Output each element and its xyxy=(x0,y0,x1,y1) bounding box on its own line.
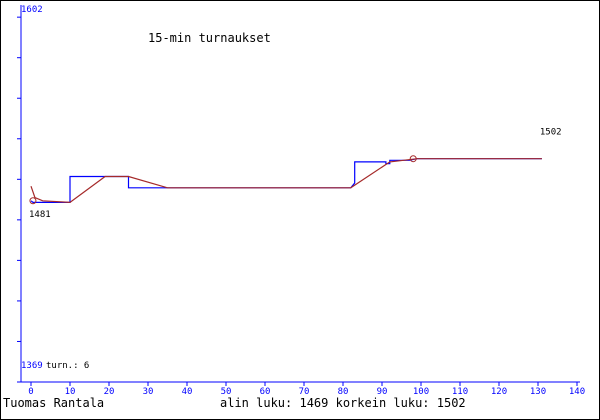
x-tick-label: 120 xyxy=(491,387,507,397)
x-tick-label: 60 xyxy=(260,387,271,397)
x-tick-label: 100 xyxy=(413,387,429,397)
y-bottom-label: 1369 xyxy=(21,361,43,371)
series-line-1 xyxy=(30,158,542,203)
x-tick-label: 90 xyxy=(377,387,388,397)
x-tick-label: 20 xyxy=(104,387,115,397)
y-top-label: 1602 xyxy=(21,5,43,15)
x-tick-label: 10 xyxy=(65,387,76,397)
value-annotation: 1481 xyxy=(29,210,51,220)
x-tick-label: 140 xyxy=(569,387,585,397)
labels-layer: 0 10 20 30 40 50 60 70 80 90 100 110 120 130 140 1602 13… xyxy=(21,5,585,397)
x-tick-label: 50 xyxy=(221,387,232,397)
x-tick-label: 130 xyxy=(530,387,546,397)
series-layer xyxy=(29,155,542,205)
stats-label: alin luku: 1469 korkein luku: 1502 xyxy=(220,396,466,410)
x-tick-label: 110 xyxy=(452,387,468,397)
point-marker xyxy=(409,155,417,163)
author-label: Tuomas Rantala xyxy=(3,396,105,410)
x-tick-label: 40 xyxy=(182,387,193,397)
value-annotation: 1502 xyxy=(540,128,562,138)
axes xyxy=(17,5,580,386)
x-tick-label: 80 xyxy=(338,387,349,397)
chart-title: 15-min turnaukset xyxy=(148,31,271,45)
rounds-label: turn.: 6 xyxy=(46,361,89,371)
point-marker xyxy=(29,197,37,205)
x-tick-label: 0 xyxy=(28,387,33,397)
x-tick-label: 70 xyxy=(299,387,310,397)
series-line-2 xyxy=(30,158,542,204)
x-tick-label: 30 xyxy=(143,387,154,397)
